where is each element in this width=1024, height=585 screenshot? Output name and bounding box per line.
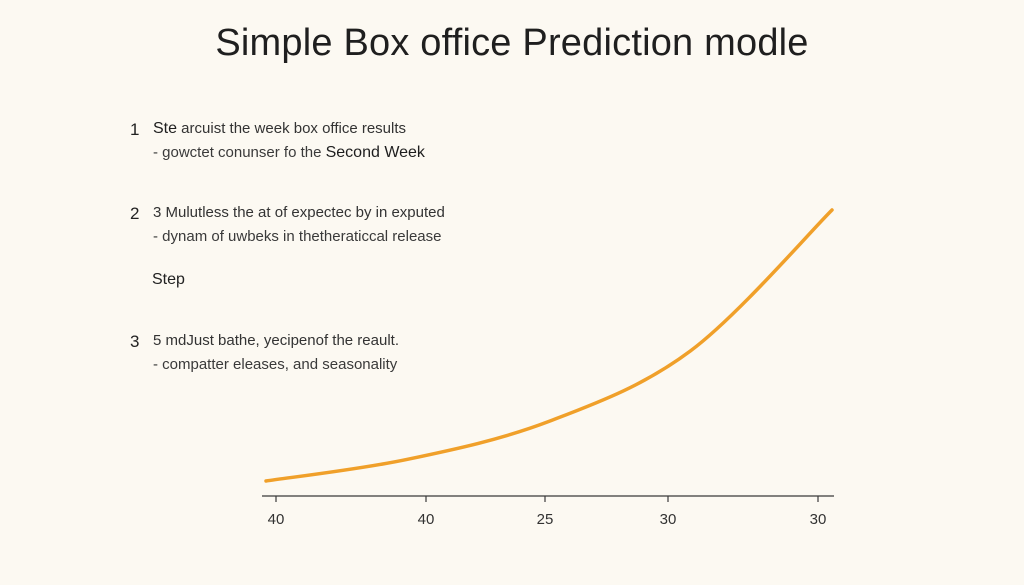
page-title: Simple Box office Prediction modle bbox=[215, 22, 809, 64]
step-1-lead: Ste bbox=[153, 120, 178, 137]
step-3-number: 3 bbox=[130, 332, 140, 351]
x-tick-label-3: 30 bbox=[660, 511, 677, 528]
step-label: Step bbox=[152, 271, 185, 288]
step-1-number: 1 bbox=[130, 120, 140, 139]
x-tick-label-1: 40 bbox=[418, 511, 435, 528]
x-tick-label-4: 30 bbox=[810, 511, 827, 528]
step-2-text: 3 Mulutless the at of expectec by in exp… bbox=[153, 204, 445, 221]
x-axis-ticks bbox=[275, 496, 819, 502]
x-tick-label-2: 25 bbox=[537, 511, 554, 528]
x-tick-label-0: 40 bbox=[268, 511, 285, 528]
step-1-rest: arcuist the week box office results bbox=[177, 120, 407, 137]
step-3-subtext: - compatter eleases, and seasonality bbox=[153, 356, 398, 373]
step-1-sub-emphasis: Second Week bbox=[325, 144, 425, 161]
series-line-prediction bbox=[264, 208, 834, 483]
step-3-text: 5 mdJust bathe, yecipenof the reault. bbox=[153, 332, 399, 349]
step-1-text: Ste arcuist the week box office results bbox=[153, 120, 406, 138]
x-axis-tick-labels: 40 40 25 30 30 bbox=[268, 511, 827, 528]
step-1-sub-rest: - gowctet conunser fo the bbox=[153, 144, 326, 161]
step-2-subtext: - dynam of uwbeks in thetheraticcal rele… bbox=[153, 228, 442, 245]
step-1-subtext: - gowctet conunser fo the Second Week bbox=[153, 144, 425, 162]
step-2-number: 2 bbox=[130, 204, 140, 223]
